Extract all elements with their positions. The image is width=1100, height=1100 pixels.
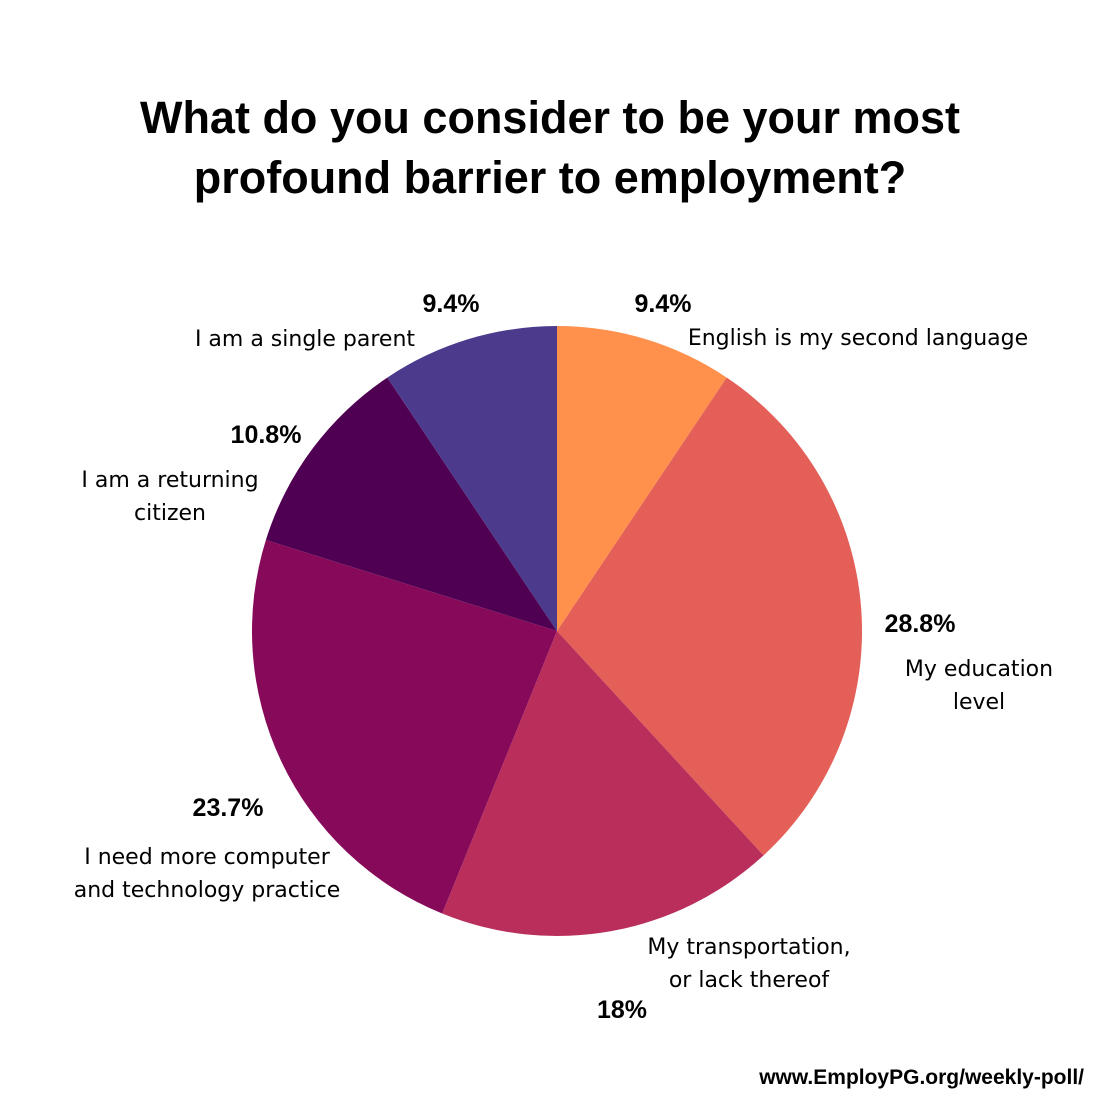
pie-labels: 9.4% English is my second language 28.8% My… bbox=[74, 290, 1053, 1024]
slice-category-label-6: I am a single parent bbox=[195, 327, 415, 352]
slice-category-label-line: I need more computer bbox=[84, 845, 330, 870]
pie-slice-3 bbox=[442, 631, 764, 937]
slice-category-label-5: I am a returning citizen bbox=[81, 468, 258, 526]
slice-category-label-line: I am a single parent bbox=[195, 327, 415, 352]
slice-value-label-3: 18% bbox=[597, 996, 647, 1024]
slice-category-label-3: My transportation, or lack thereof bbox=[647, 935, 850, 993]
slice-category-label-line: or lack thereof bbox=[669, 968, 831, 993]
slice-value-label-2: 28.8% bbox=[885, 610, 956, 638]
slice-category-label-line: My transportation, bbox=[647, 935, 850, 960]
slice-category-label-1: English is my second language bbox=[688, 326, 1028, 351]
pie-slice-1 bbox=[557, 326, 727, 631]
pie-slice-6 bbox=[387, 326, 557, 631]
chart-title: What do you consider to be your most pro… bbox=[50, 88, 1050, 208]
slice-value-label-6: 9.4% bbox=[423, 290, 480, 318]
slice-value-label-1: 9.4% bbox=[635, 290, 692, 318]
slice-category-label-line: level bbox=[953, 690, 1005, 715]
pie-slices bbox=[251, 326, 863, 937]
slice-category-label-line: and technology practice bbox=[74, 878, 341, 903]
slice-category-label-line: citizen bbox=[134, 501, 206, 526]
chart-title-line-1: What do you consider to be your most bbox=[139, 92, 961, 143]
pie-slice-5 bbox=[265, 377, 557, 631]
chart-title-line-2: profound barrier to employment? bbox=[193, 152, 907, 203]
slice-category-label-4: I need more computer and technology pract… bbox=[74, 845, 341, 903]
pie-slice-4 bbox=[251, 540, 558, 914]
slice-category-label-2: My education level bbox=[905, 657, 1053, 715]
slice-value-label-5: 10.8% bbox=[231, 421, 302, 449]
slice-value-label-4: 23.7% bbox=[193, 794, 264, 822]
slice-category-label-line: English is my second language bbox=[688, 326, 1028, 351]
pie-slice-2 bbox=[557, 377, 863, 856]
slice-category-label-line: I am a returning bbox=[81, 468, 258, 493]
slice-category-label-line: My education bbox=[905, 657, 1053, 682]
footer-url: www.EmployPG.org/weekly-poll/ bbox=[759, 1066, 1084, 1089]
